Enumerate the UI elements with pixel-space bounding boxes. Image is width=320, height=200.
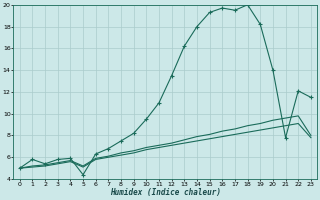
X-axis label: Humidex (Indice chaleur): Humidex (Indice chaleur): [110, 188, 221, 197]
